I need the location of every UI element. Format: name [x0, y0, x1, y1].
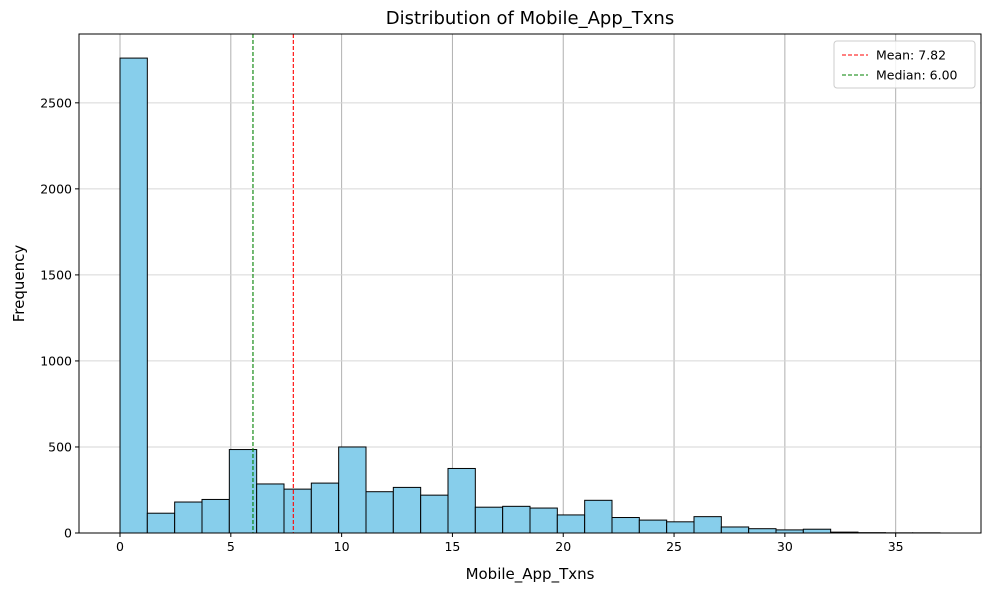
histogram-bar: [146, 512, 176, 534]
histogram-bar: [119, 57, 148, 534]
y-tick-label: 1500: [40, 267, 72, 282]
y-tick-label: 500: [48, 439, 72, 454]
x-tick-label: 25: [666, 539, 682, 554]
histogram-bar: [611, 517, 640, 534]
y-tick-label: 0: [64, 526, 72, 541]
x-tick-label: 5: [227, 539, 235, 554]
x-tick-label: 10: [334, 539, 350, 554]
histogram-bar: [365, 491, 394, 534]
y-tick-label: 2000: [40, 181, 72, 196]
histogram-bar: [256, 483, 285, 534]
legend-label: Mean: 7.82: [876, 48, 946, 63]
histogram-bar: [338, 446, 367, 534]
x-tick-label: 35: [888, 539, 904, 554]
reference-lines: [252, 34, 294, 533]
y-axis-label: Frequency: [10, 245, 28, 323]
legend-box: [833, 40, 976, 89]
histogram-bars: [119, 57, 941, 534]
histogram-bar: [201, 498, 230, 534]
histogram-bar: [447, 467, 476, 534]
chart-title: Distribution of Mobile_App_Txns: [386, 8, 674, 29]
x-tick-label: 30: [777, 539, 793, 554]
histogram-bar: [556, 514, 586, 534]
histogram-bar: [720, 526, 750, 534]
y-tick-label: 1000: [40, 353, 72, 368]
x-tick-label: 15: [444, 539, 460, 554]
histogram-bar: [310, 482, 340, 534]
histogram-bar: [474, 506, 504, 534]
histogram-bar: [529, 507, 558, 534]
histogram-bar: [420, 494, 449, 534]
y-axis-ticks: 0 500 1000 1500 2000 2500: [40, 95, 79, 541]
histogram-bar: [748, 528, 777, 534]
histogram-bar: [666, 521, 695, 534]
histogram-bar: [392, 486, 422, 534]
histogram-bar: [802, 528, 832, 534]
plot-frame: [78, 33, 982, 534]
grid-lines: [79, 34, 981, 534]
histogram-bar: [693, 516, 722, 534]
legend-label: Median: 6.00: [876, 68, 958, 83]
y-tick-label: 2500: [40, 95, 72, 110]
x-axis-ticks: 0 5 10 15 20 25 30 35: [116, 533, 904, 554]
histogram-bar: [638, 519, 668, 534]
x-tick-label: 0: [116, 539, 124, 554]
histogram-bar: [283, 488, 312, 534]
histogram-bar: [584, 499, 613, 534]
x-tick-label: 20: [555, 539, 571, 554]
legend: Mean: 7.82 Median: 6.00: [833, 40, 976, 89]
histogram-bar: [174, 501, 203, 534]
x-axis-label: Mobile_App_Txns: [466, 565, 595, 584]
histogram-bar: [502, 505, 531, 534]
